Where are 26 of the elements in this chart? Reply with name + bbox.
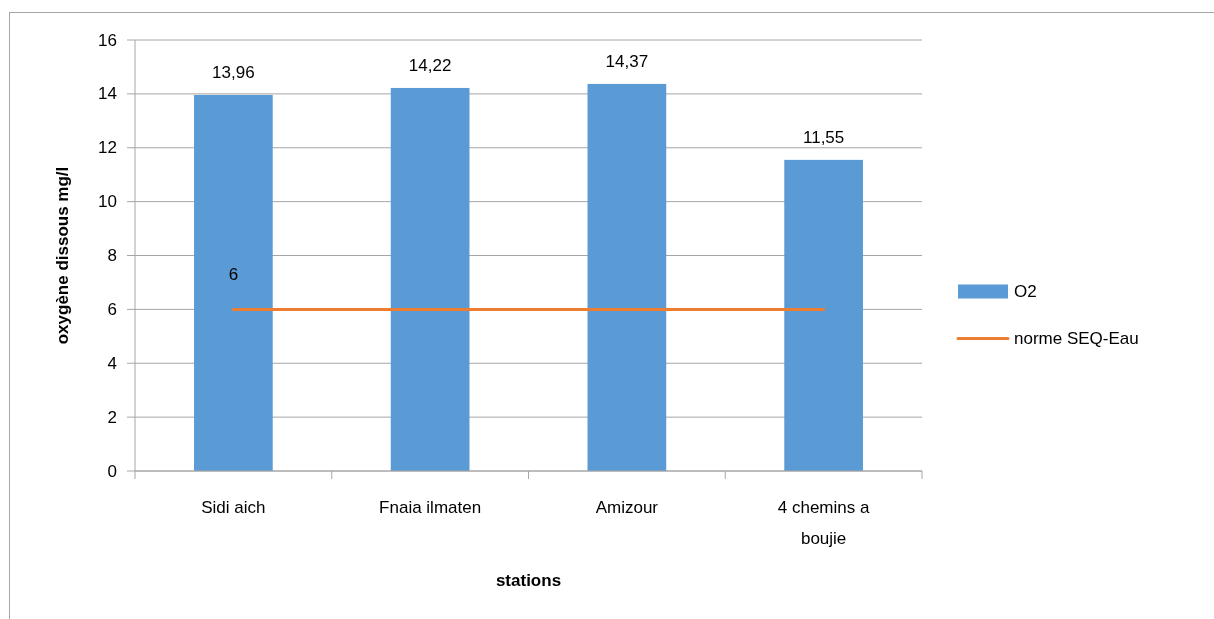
- x-tick-label: 4 chemins a boujie: [777, 497, 870, 548]
- y-tick-label: 12: [98, 138, 117, 158]
- y-tick-label: 4: [107, 353, 117, 373]
- y-tick-label: 0: [107, 461, 117, 481]
- bar: [784, 159, 863, 471]
- y-tick-label: 6: [107, 299, 117, 319]
- x-tick-label: Fnaia ilmaten: [379, 497, 482, 517]
- data-label: 13,96: [212, 63, 255, 83]
- legend-label: O2: [1014, 282, 1037, 301]
- x-tick-label: Amizour: [595, 497, 659, 517]
- y-tick-label: 16: [98, 30, 117, 50]
- y-tick-label: 10: [98, 192, 117, 212]
- data-label: 14,37: [605, 52, 649, 72]
- data-label: 11,55: [802, 128, 845, 148]
- legend-label: norme SEQ-Eau: [1014, 329, 1139, 348]
- y-tick-label: 8: [107, 246, 117, 265]
- x-tick-label: Sidi aich: [201, 497, 266, 517]
- bar: [390, 87, 470, 471]
- y-tick-label: 14: [98, 84, 117, 104]
- bar: [587, 83, 667, 471]
- bar: [194, 94, 273, 471]
- data-label: 14,22: [408, 56, 452, 76]
- x-axis-title: stations: [495, 570, 562, 590]
- y-axis-title: oxygène dissous mg/l: [52, 166, 72, 345]
- y-tick-label: 2: [107, 407, 117, 427]
- data-label: 6: [228, 264, 239, 284]
